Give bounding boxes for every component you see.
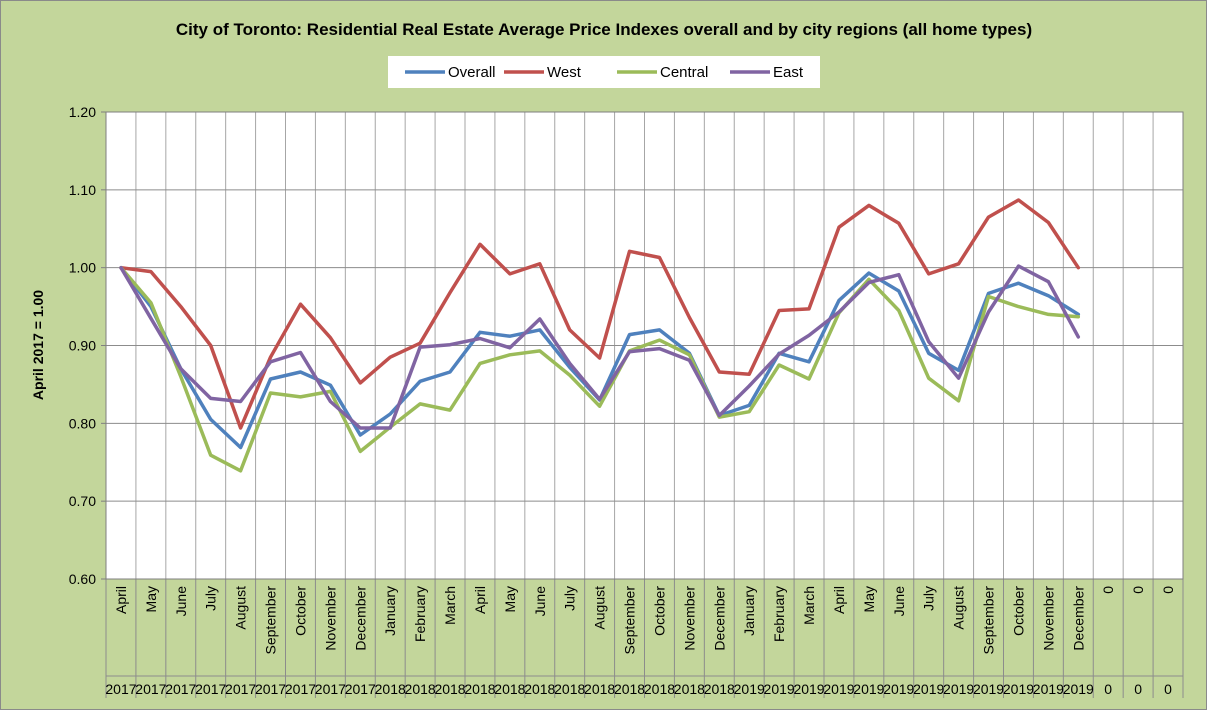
x-tick-label-month: October <box>1010 586 1026 636</box>
x-tick-label-month: May <box>502 586 518 612</box>
x-tick-label-month: June <box>532 586 548 617</box>
legend-label-east: East <box>773 64 804 81</box>
x-axis-ticks: April May June July August September October No… <box>105 586 1176 697</box>
legend-label-west: West <box>547 64 582 81</box>
x-tick-label-month: January <box>741 586 757 636</box>
x-tick-label-year: 2018 <box>554 681 585 697</box>
series-lines <box>119 198 1081 473</box>
x-tick-label-year: 0 <box>1104 681 1112 697</box>
chart-title: City of Toronto: Residential Real Estate… <box>176 20 1032 39</box>
x-tick-label-month: October <box>292 586 308 636</box>
x-tick-label-month: December <box>352 586 368 651</box>
x-tick-label-year: 2017 <box>195 681 226 697</box>
x-tick-label-year: 2019 <box>764 681 795 697</box>
x-tick-label-month: April <box>831 586 847 614</box>
x-tick-label-month: September <box>622 586 638 655</box>
x-tick-label-month: 0 <box>1160 586 1176 594</box>
y-tick-label: 1.00 <box>69 260 96 276</box>
x-tick-label-year: 2018 <box>644 681 675 697</box>
x-tick-label-month: December <box>711 586 727 651</box>
x-tick-label-year: 2018 <box>704 681 735 697</box>
y-tick-label: 0.80 <box>69 415 96 431</box>
x-tick-label-year: 2019 <box>823 681 854 697</box>
x-tick-label-month: February <box>412 586 428 642</box>
x-tick-label-month: January <box>382 586 398 636</box>
x-tick-label-year: 2017 <box>345 681 376 697</box>
x-tick-label-month: May <box>861 586 877 612</box>
x-tick-label-year: 2019 <box>793 681 824 697</box>
x-tick-label-month: August <box>951 586 967 630</box>
x-tick-label-year: 2019 <box>1033 681 1064 697</box>
x-tick-label-month: July <box>562 586 578 611</box>
x-tick-label-year: 2018 <box>405 681 436 697</box>
x-tick-label-month: October <box>651 586 667 636</box>
x-tick-label-month: 0 <box>1130 586 1146 594</box>
x-tick-label-month: April <box>472 586 488 614</box>
x-tick-label-year: 2019 <box>734 681 765 697</box>
x-tick-label-year: 2017 <box>105 681 136 697</box>
y-tick-label: 0.90 <box>69 338 96 354</box>
x-tick-label-year: 2018 <box>524 681 555 697</box>
x-tick-label-year: 2019 <box>883 681 914 697</box>
x-tick-label-year: 2018 <box>674 681 705 697</box>
x-tick-label-month: November <box>1040 586 1056 651</box>
x-tick-label-year: 2018 <box>375 681 406 697</box>
y-axis-label: April 2017 = 1.00 <box>30 290 46 400</box>
legend-label-central: Central <box>660 64 708 81</box>
x-tick-label-year: 2017 <box>165 681 196 697</box>
x-tick-label-year: 2017 <box>255 681 286 697</box>
x-tick-label-year: 2019 <box>913 681 944 697</box>
x-tick-label-year: 2019 <box>1003 681 1034 697</box>
legend-label-overall: Overall <box>448 64 496 81</box>
x-tick-label-month: June <box>173 586 189 617</box>
x-tick-label-year: 0 <box>1164 681 1172 697</box>
series-line-central <box>119 265 1081 473</box>
x-tick-label-month: September <box>981 586 997 655</box>
x-tick-label-month: May <box>143 586 159 612</box>
series-line-east <box>119 264 1081 430</box>
x-tick-label-year: 2018 <box>584 681 615 697</box>
x-tick-label-year: 2018 <box>494 681 525 697</box>
x-tick-label-month: July <box>203 586 219 611</box>
x-tick-label-month: August <box>592 586 608 630</box>
x-tick-label-month: August <box>233 586 249 630</box>
x-tick-label-month: December <box>1070 586 1086 651</box>
x-tick-label-month: September <box>263 586 279 655</box>
y-tick-label: 1.10 <box>69 182 96 198</box>
series-line-west <box>119 198 1081 430</box>
x-tick-label-year: 2019 <box>1063 681 1094 697</box>
x-tick-label-year: 2017 <box>285 681 316 697</box>
x-tick-label-year: 2017 <box>225 681 256 697</box>
x-tick-label-year: 2017 <box>315 681 346 697</box>
x-tick-label-year: 2019 <box>853 681 884 697</box>
legend: Overall West Central East <box>388 56 820 88</box>
x-tick-label-month: June <box>891 586 907 617</box>
x-tick-label-year: 2018 <box>434 681 465 697</box>
x-tick-label-month: March <box>801 586 817 625</box>
x-tick-label-year: 2019 <box>943 681 974 697</box>
x-tick-label-month: November <box>681 586 697 651</box>
y-tick-label: 0.70 <box>69 493 96 509</box>
x-tick-label-month: April <box>113 586 129 614</box>
x-tick-label-year: 2017 <box>135 681 166 697</box>
x-tick-label-year: 0 <box>1134 681 1142 697</box>
x-tick-label-year: 2018 <box>614 681 645 697</box>
y-tick-label: 1.20 <box>69 104 96 120</box>
y-axis-ticks: 0.60 0.70 0.80 0.90 1.00 1.10 1.20 <box>69 104 106 587</box>
x-tick-label-month: March <box>442 586 458 625</box>
x-tick-label-month: 0 <box>1100 586 1116 594</box>
x-tick-label-year: 2019 <box>973 681 1004 697</box>
x-tick-label-year: 2018 <box>464 681 495 697</box>
x-tick-label-month: November <box>322 586 338 651</box>
x-tick-label-month: July <box>921 586 937 611</box>
y-tick-label: 0.60 <box>69 571 96 587</box>
x-tick-label-month: February <box>771 586 787 642</box>
